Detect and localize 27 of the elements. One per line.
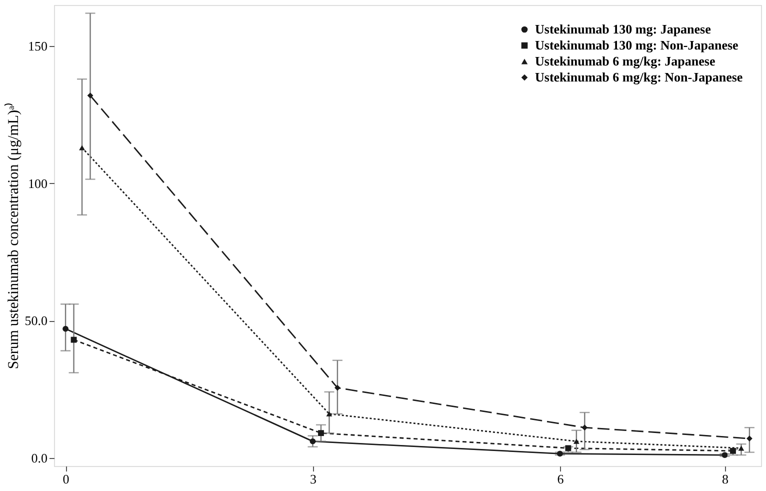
point: [565, 445, 572, 452]
point: [62, 326, 68, 332]
legend-label: Ustekinumab 6 mg/kg: Non-Japanese: [535, 70, 743, 84]
x-tick-label: 3: [310, 472, 316, 486]
point: [87, 92, 94, 99]
legend-label: Ustekinumab 6 mg/kg: Japanese: [535, 54, 716, 68]
point: [326, 411, 332, 416]
x-tick-label: 0: [62, 472, 70, 486]
point: [746, 436, 752, 442]
point: [318, 430, 324, 436]
point: [310, 438, 316, 444]
legend-label: Ustekinumab 130 mg: Non-Japanese: [535, 38, 739, 52]
x-tick-label: 6: [557, 472, 564, 486]
point: [573, 438, 580, 444]
y-tick-label: 150: [28, 38, 48, 54]
point: [556, 450, 563, 457]
point: [722, 452, 728, 458]
point: [582, 424, 588, 431]
point: [79, 145, 85, 150]
y-tick-label: 0.0: [31, 450, 48, 466]
point: [334, 384, 340, 391]
x-tick-label: 8: [722, 472, 728, 486]
y-tick-label: 50.0: [24, 313, 48, 328]
legend-label: Ustekinumab 130 mg: Japanese: [535, 22, 712, 36]
point: [738, 446, 744, 451]
y-axis-title: Serum ustekinumab concentration (μg/mL)ᵃ⁾: [4, 102, 22, 370]
y-tick-label: 100: [28, 176, 48, 191]
